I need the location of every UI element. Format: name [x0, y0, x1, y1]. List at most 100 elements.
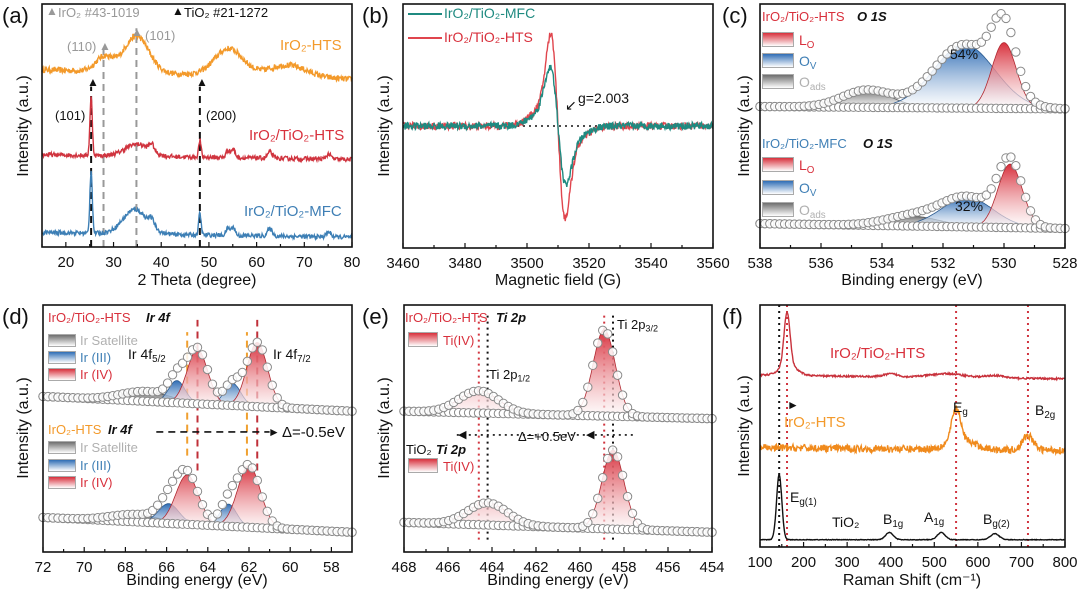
sample-label: IrO₂-HTS — [48, 422, 102, 437]
data-point — [197, 350, 208, 360]
x-tick-label: 500 — [922, 554, 947, 571]
x-axis-title: Raman Shift (cm⁻¹) — [842, 572, 982, 589]
data-point — [262, 362, 272, 372]
triangle-marker-icon: ▲ — [46, 4, 58, 18]
x-tick-label: 68 — [117, 559, 134, 576]
legend-label: LO — [799, 32, 815, 51]
legend-swatch — [762, 202, 794, 217]
arrow-left-icon: ◀ — [458, 429, 467, 441]
axes-frame — [42, 304, 353, 553]
legend-swatch — [762, 53, 794, 68]
core-level-label: O 1S — [857, 9, 887, 24]
series-line — [41, 96, 353, 164]
x-tick-label: 80 — [344, 254, 361, 271]
legend-label: IrO₂/TiO₂-MFC — [444, 5, 536, 21]
x-tick-label: 468 — [391, 559, 416, 576]
series-label: IrO₂/TiO₂-HTS — [830, 345, 926, 362]
data-point — [192, 486, 203, 497]
legend-swatch — [48, 351, 76, 364]
fraction-label: 54% — [950, 46, 979, 62]
x-tick-label: 462 — [523, 559, 548, 576]
x-tick-label: 456 — [655, 559, 680, 576]
legend-swatch — [408, 332, 438, 347]
legend-swatch — [408, 13, 442, 15]
data-point — [607, 445, 618, 455]
core-level-label: Ti 2p — [496, 310, 527, 325]
panel-label: (b) — [362, 3, 389, 28]
core-level-label: Ir 4f — [108, 422, 132, 437]
x-tick-label: 70 — [76, 559, 93, 576]
data-point — [167, 370, 178, 380]
data-point — [212, 509, 223, 519]
x-tick-label: 530 — [991, 255, 1016, 272]
axes-frame — [41, 3, 353, 248]
legend-label: Ir (III) — [80, 458, 112, 473]
series-line — [759, 310, 1066, 382]
data-point — [583, 517, 593, 528]
x-tick-label: 20 — [58, 254, 75, 271]
series-line — [759, 405, 1066, 457]
x-tick-label: 72 — [35, 559, 52, 576]
data-point — [1016, 66, 1026, 77]
plot-epr: 3460 3480 3500 3520 3540 3560 — [386, 3, 730, 272]
data-point — [991, 173, 1001, 184]
mode-label: Eg — [953, 399, 968, 418]
plane-label: (110) — [67, 39, 97, 54]
arrow-right-icon: ► — [787, 398, 799, 412]
peak-label: Ir 4f5/2 — [128, 346, 166, 365]
legend-swatch — [762, 157, 794, 172]
x-tick-label: 3480 — [448, 255, 481, 272]
y-axis-title: Intensity (a.u.) — [15, 75, 32, 177]
data-point — [237, 367, 248, 378]
data-point — [152, 500, 163, 510]
series-line — [41, 170, 353, 242]
data-point — [617, 390, 628, 400]
series-label: IrO₂-HTS — [784, 414, 846, 431]
data-point — [927, 66, 937, 76]
data-point — [222, 489, 233, 499]
legend-swatch — [48, 459, 76, 472]
mode-label: Eg(1) — [790, 489, 817, 508]
sample-label: IrO₂/TiO₂-HTS — [405, 310, 488, 325]
data-point — [627, 508, 638, 519]
legend-label: Ir Satellite — [80, 333, 138, 348]
data-point — [252, 337, 263, 347]
data-point — [157, 384, 168, 394]
data-point — [996, 161, 1006, 172]
plane-label: (101) — [145, 28, 176, 43]
x-tick-label: 464 — [479, 559, 504, 576]
x-tick-label: 64 — [199, 559, 216, 576]
data-point — [588, 509, 598, 519]
legend-swatch — [48, 441, 76, 454]
y-axis-title: Intensity (a.u.) — [376, 377, 393, 479]
plot-xps-ti2p: 468 466 464 462 460 458 456 454 — [391, 304, 725, 576]
plot-raman: 100 200 300 400 500 600 700 800 — [747, 304, 1078, 571]
data-point — [192, 342, 203, 353]
triangle-marker-icon: ▲ — [196, 75, 208, 89]
legend-label: Oads — [799, 74, 826, 93]
data-point — [981, 190, 991, 200]
data-point — [612, 452, 623, 462]
core-level-label: Ir 4f — [146, 310, 170, 325]
reference-label: TiO₂ #21-1272 — [184, 5, 269, 20]
sample-label: IrO₂/TiO₂-MFC — [762, 136, 847, 151]
x-axis-title: Magnetic field (G) — [494, 272, 622, 289]
data-point — [272, 393, 282, 403]
arrow-icon: ↙ — [565, 97, 577, 113]
legend-label: Ir Satellite — [80, 440, 138, 455]
legend-swatch — [762, 180, 794, 195]
data-point — [202, 364, 213, 375]
data-point — [267, 380, 277, 390]
data-point — [257, 492, 267, 502]
series-label: IrO₂/TiO₂-MFC — [244, 203, 342, 220]
x-tick-label: 534 — [869, 255, 894, 272]
data-point — [182, 465, 193, 476]
data-point — [227, 480, 238, 491]
data-point — [981, 31, 991, 42]
x-tick-label: 460 — [567, 559, 592, 576]
core-level-label: Ti 2p — [436, 442, 467, 457]
data-point — [1020, 192, 1031, 203]
data-point — [607, 347, 618, 357]
x-tick-label: 3460 — [386, 255, 419, 272]
legend-label: Ir (III) — [80, 350, 112, 365]
